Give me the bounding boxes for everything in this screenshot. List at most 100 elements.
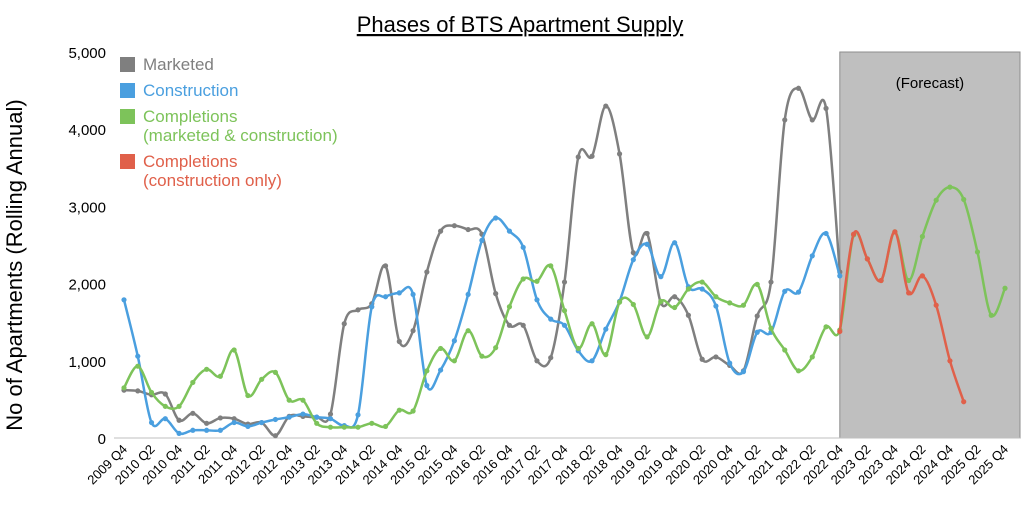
data-point <box>465 291 471 298</box>
data-point <box>906 277 912 284</box>
data-point <box>947 358 953 364</box>
data-point <box>740 369 747 375</box>
data-point <box>190 410 196 416</box>
legend-item: Completions (marketed & construction) <box>120 107 338 145</box>
data-point <box>176 403 182 409</box>
data-point <box>768 279 774 285</box>
data-point <box>658 298 664 304</box>
data-point <box>506 322 513 328</box>
legend-label: Marketed <box>143 55 214 74</box>
series-line <box>122 216 842 436</box>
data-point <box>286 414 292 420</box>
data-point <box>685 312 691 318</box>
data-point <box>520 322 526 328</box>
data-point <box>355 307 361 313</box>
forecast-label: (Forecast) <box>896 75 964 92</box>
data-point <box>369 304 375 310</box>
data-point <box>699 279 705 285</box>
series-line <box>838 230 965 403</box>
data-point <box>355 412 361 418</box>
data-point <box>493 291 499 297</box>
data-point <box>259 376 265 382</box>
data-point <box>327 416 334 422</box>
data-point <box>630 301 636 308</box>
y-tick-label: 4,000 <box>68 122 106 139</box>
data-point <box>520 244 526 250</box>
legend-swatch <box>120 154 135 169</box>
data-point <box>933 302 939 308</box>
data-point <box>479 237 485 243</box>
data-point <box>603 103 609 109</box>
data-point <box>396 290 402 296</box>
data-point <box>644 241 650 247</box>
y-axis-label: No of Apartments (Rolling Annual) <box>2 99 27 430</box>
data-point <box>451 223 457 229</box>
data-point <box>534 358 540 364</box>
data-point <box>699 286 705 292</box>
data-point <box>947 184 953 190</box>
data-point <box>795 368 802 374</box>
data-point <box>286 397 292 403</box>
data-point <box>740 302 747 308</box>
data-point <box>961 399 967 405</box>
data-point <box>438 367 444 373</box>
data-point <box>961 196 967 203</box>
data-point <box>906 290 912 296</box>
data-point <box>837 328 843 335</box>
data-point <box>203 420 210 426</box>
data-point <box>396 338 402 345</box>
data-point <box>493 215 499 221</box>
data-point <box>672 304 678 311</box>
data-point <box>162 391 168 397</box>
data-point <box>410 328 416 334</box>
data-point <box>809 117 815 123</box>
data-point <box>217 373 223 379</box>
data-point <box>616 299 623 305</box>
data-point <box>795 85 802 91</box>
data-point <box>424 368 430 374</box>
data-point <box>438 345 444 352</box>
data-point <box>121 385 127 391</box>
data-point <box>493 345 499 351</box>
data-point <box>823 230 829 237</box>
data-point <box>548 316 554 322</box>
data-point <box>919 273 926 279</box>
data-point <box>245 423 251 430</box>
data-point <box>575 154 581 160</box>
data-point <box>410 408 416 414</box>
data-point <box>988 312 994 318</box>
data-point <box>699 356 705 362</box>
data-point <box>974 249 981 255</box>
y-tick-label: 1,000 <box>68 354 106 371</box>
data-point <box>231 419 237 426</box>
data-point <box>768 325 774 331</box>
data-point <box>231 347 237 353</box>
data-point <box>534 278 540 284</box>
data-point <box>630 250 636 256</box>
data-point <box>231 416 237 422</box>
legend-item: Completions (construction only) <box>120 152 338 190</box>
data-point <box>713 354 719 360</box>
data-point <box>658 274 664 280</box>
data-point <box>355 424 361 430</box>
legend-swatch <box>120 57 135 72</box>
y-tick-label: 3,000 <box>68 199 106 216</box>
legend-label: Construction <box>143 81 239 100</box>
data-point <box>919 233 926 240</box>
data-point <box>864 256 870 262</box>
y-tick-label: 2,000 <box>68 277 106 294</box>
data-point <box>727 360 733 366</box>
legend-label: Completions (construction only) <box>143 152 282 190</box>
legend-item: Marketed <box>120 55 338 74</box>
data-point <box>121 297 127 303</box>
data-point <box>341 424 347 430</box>
data-point <box>603 326 609 332</box>
data-point <box>589 321 595 327</box>
data-point <box>782 288 788 294</box>
data-point <box>162 403 168 409</box>
data-point <box>245 392 251 399</box>
chart-title: Phases of BTS Apartment Supply <box>357 12 684 37</box>
data-point <box>782 347 788 353</box>
legend-label: Completions (marketed & construction) <box>143 107 338 145</box>
data-point <box>341 321 347 327</box>
